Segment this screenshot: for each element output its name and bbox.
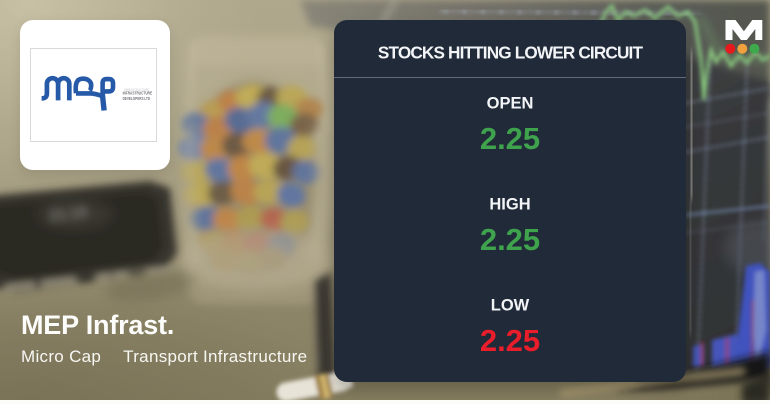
svg-text:INFRASTRUCTURE: INFRASTRUCTURE — [124, 88, 149, 92]
svg-text:INFRASTRUCTURE: INFRASTRUCTURE — [123, 91, 153, 96]
svg-text:21:19: 21:19 — [48, 204, 87, 225]
svg-text:DEVELOPERS LTD: DEVELOPERS LTD — [123, 96, 151, 101]
